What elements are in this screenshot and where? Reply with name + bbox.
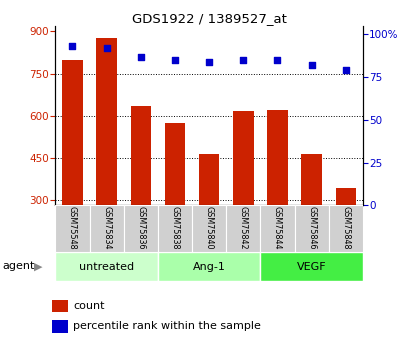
Text: count: count — [73, 301, 105, 311]
FancyBboxPatch shape — [89, 205, 124, 252]
Text: GSM75840: GSM75840 — [204, 206, 213, 249]
Bar — [301, 154, 321, 205]
Text: percentile rank within the sample: percentile rank within the sample — [73, 322, 261, 332]
Text: GSM75848: GSM75848 — [340, 206, 349, 249]
FancyBboxPatch shape — [191, 205, 226, 252]
Bar — [62, 59, 83, 205]
Bar — [164, 122, 185, 205]
Title: GDS1922 / 1389527_at: GDS1922 / 1389527_at — [131, 12, 286, 25]
Text: GSM75844: GSM75844 — [272, 206, 281, 249]
FancyBboxPatch shape — [157, 252, 260, 281]
FancyBboxPatch shape — [260, 205, 294, 252]
Bar — [52, 320, 68, 333]
Text: GSM75836: GSM75836 — [136, 206, 145, 249]
Text: agent: agent — [2, 262, 34, 271]
Bar — [232, 111, 253, 205]
Bar — [52, 299, 68, 312]
Bar — [198, 154, 219, 205]
Text: Ang-1: Ang-1 — [192, 262, 225, 272]
Bar — [96, 39, 117, 205]
Bar — [130, 106, 151, 205]
Text: GSM75838: GSM75838 — [170, 206, 179, 249]
Point — [137, 54, 144, 59]
FancyBboxPatch shape — [55, 205, 89, 252]
Text: untreated: untreated — [79, 262, 134, 272]
Bar — [267, 110, 287, 205]
Text: GSM75846: GSM75846 — [306, 206, 315, 249]
Text: VEGF: VEGF — [296, 262, 326, 272]
FancyBboxPatch shape — [157, 205, 191, 252]
Point — [171, 57, 178, 63]
Text: GSM75842: GSM75842 — [238, 206, 247, 249]
Point — [205, 59, 212, 65]
FancyBboxPatch shape — [124, 205, 157, 252]
FancyBboxPatch shape — [294, 205, 328, 252]
Bar — [335, 188, 355, 205]
Point — [239, 57, 246, 63]
FancyBboxPatch shape — [55, 252, 157, 281]
Text: ▶: ▶ — [34, 262, 42, 271]
Point — [308, 62, 314, 68]
FancyBboxPatch shape — [328, 205, 362, 252]
Point — [342, 68, 348, 73]
Text: GSM75834: GSM75834 — [102, 206, 111, 249]
Point — [69, 43, 76, 49]
FancyBboxPatch shape — [226, 205, 260, 252]
Text: GSM75548: GSM75548 — [68, 206, 77, 249]
Point — [274, 57, 280, 63]
Point — [103, 45, 110, 51]
FancyBboxPatch shape — [260, 252, 362, 281]
